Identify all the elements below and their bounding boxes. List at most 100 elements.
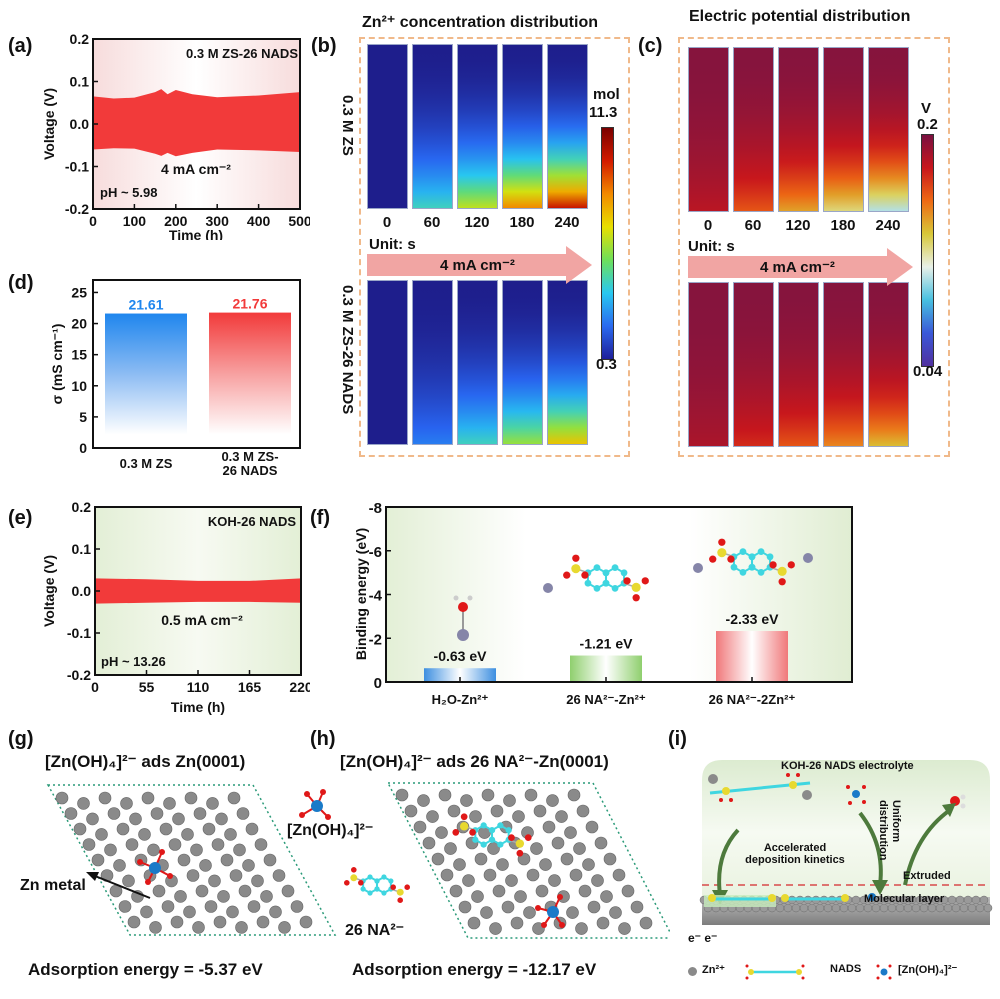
- oxygen-atom: [460, 813, 468, 821]
- current-arrow-b: [367, 254, 567, 276]
- category-label: 0.3 M ZS-: [221, 449, 278, 464]
- y-tick-label: 0.2: [72, 499, 92, 515]
- arrow-uniform: [858, 811, 883, 886]
- zn-atom: [140, 905, 153, 919]
- zn-atom: [979, 895, 989, 905]
- oxygen-atom: [623, 577, 631, 585]
- zn-atom: [202, 822, 216, 836]
- zn-atom: [211, 838, 225, 851]
- title-c: Electric potential distribution: [689, 8, 911, 25]
- unit-cell-h: [386, 782, 670, 939]
- frame-c: [678, 37, 950, 457]
- accelerated-line-2: deposition kinetics: [745, 854, 845, 866]
- category-label: 0.3 M ZS: [120, 456, 173, 471]
- heatmap-cell: [868, 47, 909, 212]
- energy-h: Adsorption energy = -12.17 eV: [352, 960, 597, 979]
- carbon-atom: [505, 827, 512, 834]
- time-label: 180: [830, 217, 856, 234]
- zn-atom: [190, 843, 203, 857]
- zn-atom: [587, 900, 601, 914]
- oxygen-atom: [709, 555, 717, 563]
- zn-atom: [177, 853, 191, 867]
- carbon-atom: [488, 827, 496, 834]
- zn-atom: [64, 807, 78, 820]
- zn-atom: [955, 895, 965, 905]
- y-tick-label: -6: [369, 544, 382, 561]
- annotation-ph-e: pH ~ 13.26: [101, 654, 166, 669]
- heatmap-cell: [412, 44, 453, 209]
- carbon-atom: [367, 874, 373, 880]
- bar-value-label: 21.76: [232, 296, 267, 312]
- y-tick-label: 0.2: [70, 31, 90, 47]
- y-tick-label: 15: [71, 347, 87, 363]
- zn-atom: [560, 852, 574, 866]
- zn-atom: [245, 822, 259, 836]
- x-tick-label: 0: [91, 679, 99, 695]
- zn-atom: [871, 903, 881, 913]
- legend-nads: NADS: [830, 963, 862, 975]
- zn-atom: [107, 807, 121, 820]
- bar-value-label: -0.63 eV: [434, 648, 488, 664]
- oxygen-atom: [641, 577, 649, 585]
- zn-atom: [543, 583, 553, 593]
- zn-atom: [576, 804, 590, 818]
- carbon-atom: [480, 841, 487, 848]
- zn-atom: [174, 890, 187, 903]
- zn-atom: [564, 826, 577, 839]
- y-tick-label: 5: [79, 409, 87, 425]
- zn-atom: [594, 836, 608, 850]
- unit-label-b: Unit: s: [369, 236, 416, 253]
- plot-frame-d: [92, 279, 301, 449]
- zn-atom: [943, 903, 953, 913]
- zn-atom: [217, 890, 230, 903]
- x-tick-label: 200: [164, 213, 188, 229]
- zn-atom: [170, 915, 184, 929]
- zn-atom: [693, 563, 703, 573]
- colorbar-max-c: 0.2: [917, 116, 938, 133]
- carbon-atom: [584, 579, 592, 587]
- carbon-atom: [739, 548, 747, 555]
- zn-atom: [524, 788, 538, 802]
- zn-atom: [181, 828, 194, 841]
- title-a: 0.3 M ZS-26 NADS: [186, 46, 298, 61]
- zn-atom: [413, 820, 427, 834]
- zn-atom: [91, 853, 105, 867]
- zn-atom: [299, 915, 313, 929]
- zn-atom: [116, 822, 130, 836]
- chart-d: 21.61 0.3 M ZS 21.76 0.3 M ZS-26 NADS 0 5 10 1…: [49, 279, 301, 478]
- zn-ion-icon: [688, 967, 697, 976]
- legend-zn: Zn²⁺: [702, 964, 725, 976]
- zn-atom: [471, 890, 484, 903]
- zn-atom: [233, 843, 246, 857]
- zn-atom: [199, 859, 212, 872]
- zn-atom: [440, 868, 454, 882]
- zn-atom: [125, 838, 139, 851]
- zn-atom: [260, 890, 273, 903]
- accelerated-label: Accelerated deposition kinetics: [730, 842, 860, 866]
- chart-f: -0.63 eV H₂O-Zn²⁺ -1.21 eV 26 NA²⁻-Zn²⁺ -2.3…: [353, 500, 853, 707]
- zn-atom: [422, 836, 436, 850]
- sulfur-atom: [515, 839, 525, 848]
- zn-atom: [208, 874, 221, 888]
- time-label: 240: [554, 214, 580, 231]
- zn-atom: [548, 874, 561, 887]
- x-tick-label: 220: [289, 679, 310, 695]
- zn-atom: [983, 903, 993, 913]
- zn-atom: [887, 903, 897, 913]
- arrow-label-c: 4 mA cm⁻²: [760, 259, 835, 276]
- zn-atom: [487, 842, 500, 855]
- title-g: [Zn(OH)₄]²⁻ ads Zn(0001): [45, 752, 246, 771]
- carbon-atom: [611, 564, 619, 571]
- heatmap-cell: [412, 280, 453, 445]
- unit-cell-g: [46, 784, 337, 936]
- zn-atom: [467, 916, 481, 930]
- zn-atom: [227, 791, 241, 805]
- bar: [424, 668, 496, 682]
- bar: [716, 631, 788, 682]
- y-tick-label: 20: [71, 316, 87, 332]
- zn-atom: [226, 905, 239, 919]
- y-tick-label: 0: [374, 675, 382, 692]
- zn-atom: [799, 903, 809, 913]
- zn-atom: [546, 794, 559, 807]
- nads-zn-molecule: [708, 773, 812, 802]
